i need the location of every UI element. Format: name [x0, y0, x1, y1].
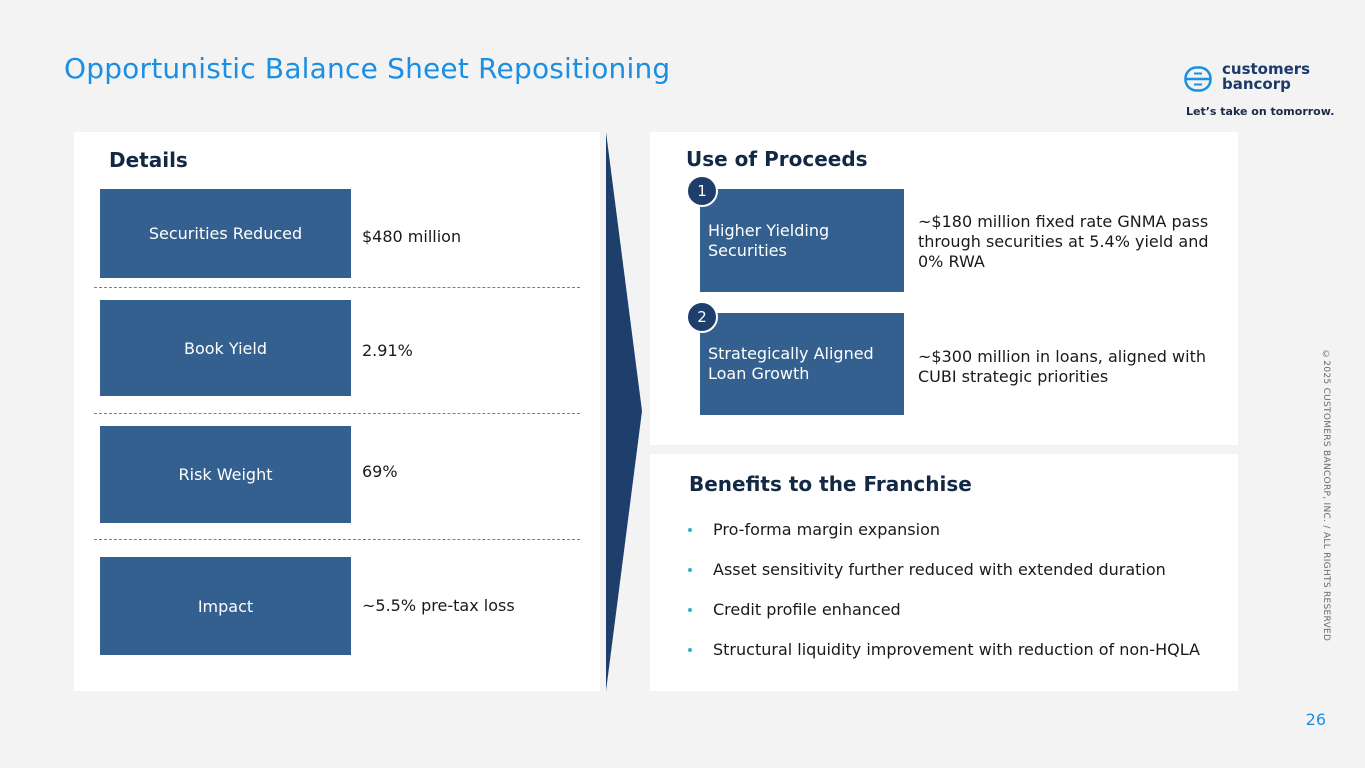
proceed-label-loan-growth: Strategically Aligned Loan Growth — [700, 313, 904, 415]
proceed-label-higher-yielding-securities: Higher Yielding Securities — [700, 189, 904, 292]
benefit-text: Structural liquidity improvement with re… — [713, 640, 1200, 659]
tagline: Let’s take on tomorrow. — [1186, 105, 1335, 118]
detail-value-impact: ~5.5% pre-tax loss — [362, 596, 515, 615]
proceed-description-1: ~$180 million fixed rate GNMA pass throu… — [918, 212, 1209, 271]
list-item: Asset sensitivity further reduced with e… — [688, 558, 1200, 598]
bullet-icon — [688, 528, 692, 532]
list-item: Credit profile enhanced — [688, 598, 1200, 638]
detail-value-book-yield: 2.91% — [362, 341, 413, 360]
bullet-icon — [688, 568, 692, 572]
divider — [94, 539, 580, 540]
logo-line-2: bancorp — [1222, 75, 1291, 93]
proceed-description-2: ~$300 million in loans, aligned with CUB… — [918, 347, 1206, 386]
detail-value-securities-reduced: $480 million — [362, 227, 462, 246]
bullet-icon — [688, 608, 692, 612]
bullet-icon — [688, 648, 692, 652]
step-number-badge: 2 — [686, 301, 718, 333]
details-panel: Details Securities Reduced $480 million … — [74, 132, 600, 691]
company-logo: customers bancorp — [1184, 62, 1334, 96]
benefit-text: Pro-forma margin expansion — [713, 520, 941, 539]
logo-wordmark: customers bancorp — [1222, 62, 1310, 92]
list-item: Pro-forma margin expansion — [688, 518, 1200, 558]
list-item: Structural liquidity improvement with re… — [688, 638, 1200, 678]
benefits-list: Pro-forma margin expansion Asset sensiti… — [688, 518, 1200, 678]
benefits-title: Benefits to the Franchise — [689, 472, 972, 496]
logo-mark-icon — [1184, 66, 1212, 92]
benefit-text: Credit profile enhanced — [713, 600, 901, 619]
details-title: Details — [109, 148, 188, 172]
detail-label-securities-reduced: Securities Reduced — [100, 189, 351, 278]
detail-label-book-yield: Book Yield — [100, 300, 351, 396]
chevron-arrow-icon — [606, 132, 642, 691]
page-number: 26 — [1305, 710, 1326, 729]
proceeds-title: Use of Proceeds — [686, 147, 868, 171]
logo-line-1: customers — [1222, 60, 1311, 78]
proceeds-panel: Use of Proceeds Higher Yielding Securiti… — [650, 132, 1238, 445]
detail-label-impact: Impact — [100, 557, 351, 655]
divider — [94, 287, 580, 288]
benefit-text: Asset sensitivity further reduced with e… — [713, 560, 1166, 579]
page-title: Opportunistic Balance Sheet Repositionin… — [64, 52, 671, 85]
step-number-badge: 1 — [686, 175, 718, 207]
copyright-notice: ©2025 CUSTOMERS BANCORP, INC. / ALL RIGH… — [1321, 350, 1331, 642]
benefits-panel: Benefits to the Franchise Pro-forma marg… — [650, 454, 1238, 691]
detail-value-risk-weight: 69% — [362, 462, 398, 481]
divider — [94, 413, 580, 414]
detail-label-risk-weight: Risk Weight — [100, 426, 351, 523]
